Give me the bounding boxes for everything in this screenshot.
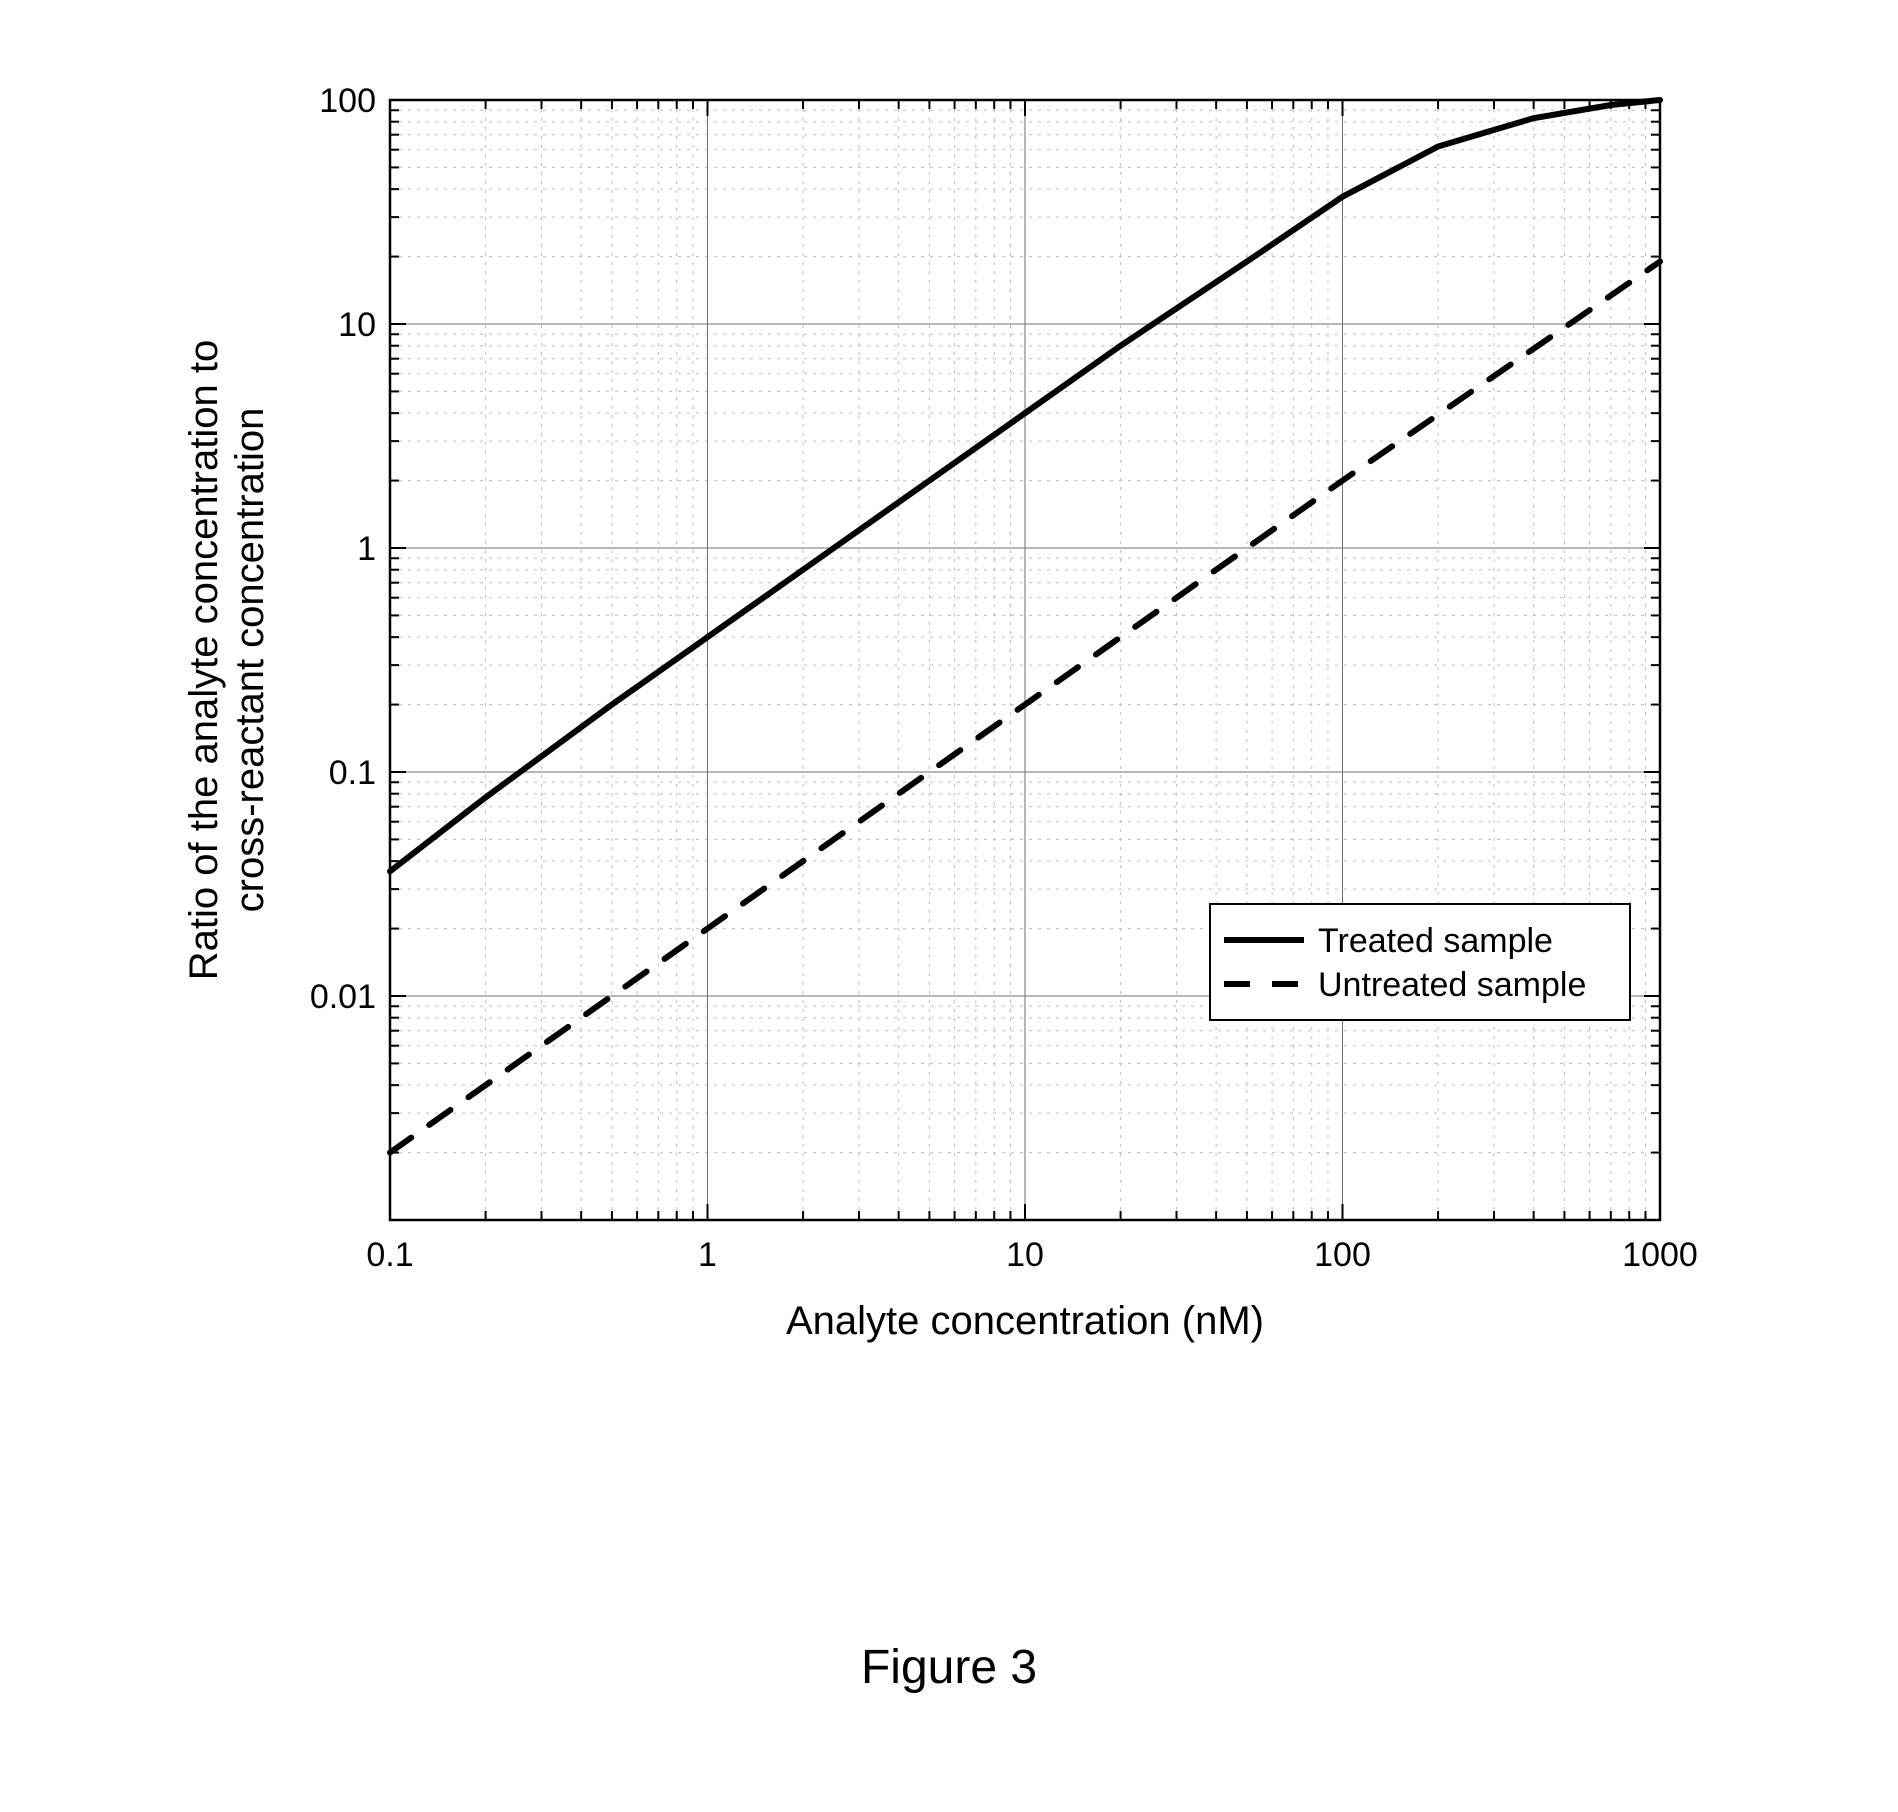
- svg-text:0.1: 0.1: [366, 1236, 413, 1274]
- chart-svg: 0.1 1 10 100 1000 0.01 0.1 1 10 100 Analyte concen…: [160, 80, 1700, 1350]
- svg-text:1: 1: [698, 1236, 717, 1274]
- figure-caption: Figure 3: [0, 1640, 1898, 1695]
- svg-text:1: 1: [357, 530, 376, 568]
- svg-text:0.01: 0.01: [310, 978, 376, 1016]
- svg-text:0.1: 0.1: [329, 754, 376, 792]
- svg-text:100: 100: [1314, 1236, 1371, 1274]
- svg-text:10: 10: [1006, 1236, 1044, 1274]
- legend: Treated sample Untreated sample: [1210, 904, 1630, 1020]
- page: 0.1 1 10 100 1000 0.01 0.1 1 10 100 Analyte concen…: [0, 0, 1898, 1812]
- x-axis-label: Analyte concentration (nM): [786, 1299, 1264, 1343]
- svg-text:10: 10: [338, 306, 376, 344]
- svg-text:1000: 1000: [1622, 1236, 1698, 1274]
- legend-label-treated: Treated sample: [1318, 922, 1553, 960]
- chart-container: 0.1 1 10 100 1000 0.01 0.1 1 10 100 Analyte concen…: [160, 80, 1738, 1530]
- y-axis-label: Ratio of the analyte concentration tocro…: [182, 340, 272, 980]
- svg-text:100: 100: [319, 82, 376, 120]
- legend-label-untreated: Untreated sample: [1318, 966, 1586, 1004]
